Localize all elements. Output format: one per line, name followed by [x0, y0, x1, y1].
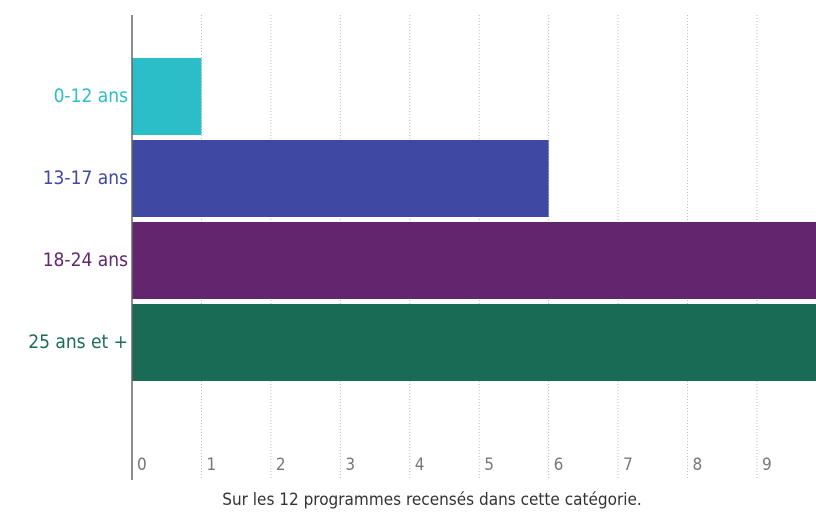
bar — [132, 304, 816, 381]
x-tick-label: 0 — [137, 455, 147, 475]
x-tick-label: 2 — [276, 455, 286, 475]
y-tick-label: 25 ans et + — [28, 331, 128, 353]
x-axis-label: Sur les 12 programmes recensés dans cett… — [222, 490, 642, 510]
x-tick-label: 1 — [206, 455, 216, 475]
y-tick-label: 18-24 ans — [43, 249, 128, 271]
x-tick-label: 3 — [345, 455, 355, 475]
y-tick-label: 0-12 ans — [54, 85, 129, 107]
bar — [132, 140, 549, 217]
bar — [132, 222, 816, 299]
x-tick-label: 9 — [762, 455, 772, 475]
x-tick-label: 4 — [415, 455, 425, 475]
y-tick-label: 13-17 ans — [43, 167, 128, 189]
bar — [132, 58, 202, 135]
x-tick-label: 7 — [623, 455, 633, 475]
x-tick-label: 6 — [554, 455, 564, 475]
x-tick-label: 8 — [693, 455, 703, 475]
x-tick-label: 5 — [484, 455, 494, 475]
